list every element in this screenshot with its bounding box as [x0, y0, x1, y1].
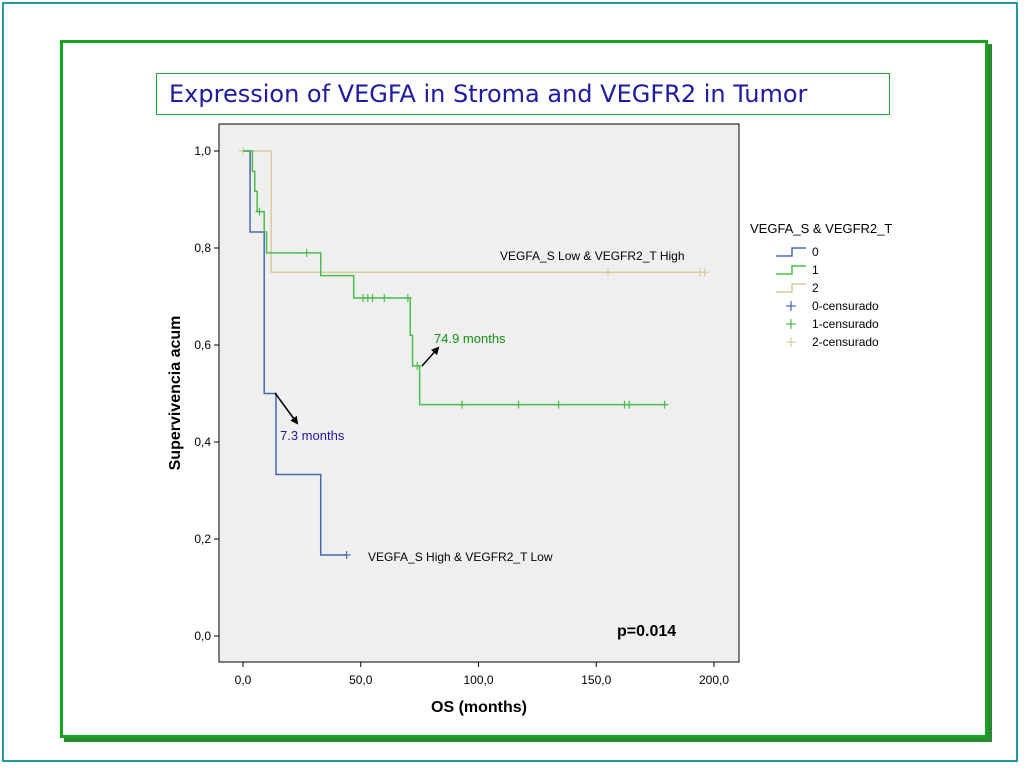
y-tick-label: 1,0 [194, 144, 211, 158]
x-tick-label: 0,0 [235, 673, 252, 687]
legend-entry: 2-censurado [786, 335, 879, 349]
y-tick-label: 0,6 [194, 338, 211, 352]
legend-entry: 0-censurado [786, 299, 879, 313]
legend-entry: 1 [776, 263, 819, 277]
y-tick-label: 0,8 [194, 241, 211, 255]
censor-mark [660, 400, 669, 409]
censor-mark [403, 293, 412, 302]
y-tick-label: 0,2 [194, 532, 211, 546]
axes: 0,0 0,2 0,4 0,6 0,8 1,0 0,0 50,0 100,0 150,0 200,0 [194, 144, 729, 687]
censor-mark [380, 293, 389, 302]
arrow-green [421, 346, 440, 367]
chart-title: Expression of VEGFA in Stroma and VEGFR2… [156, 73, 890, 115]
upper-group-label: VEGFA_S Low & VEGFR2_T High [500, 249, 685, 263]
series-line-0 [243, 150, 347, 556]
legend-entry: 2 [776, 281, 819, 295]
x-tick-label: 100,0 [463, 673, 493, 687]
x-tick-label: 200,0 [699, 673, 729, 687]
x-tick-label: 50,0 [349, 673, 373, 687]
y-axis-label: Supervivencia acum [167, 316, 184, 471]
censor-mark [554, 400, 563, 409]
censor-mark [342, 551, 351, 560]
plot-area [218, 123, 740, 663]
legend-label: 2-censurado [812, 335, 879, 349]
arrow-blue [274, 392, 299, 425]
legend-line-swatch [776, 265, 806, 275]
legend-label: 1-censurado [812, 317, 879, 331]
legend-label: 1 [812, 263, 819, 277]
legend-label: 0-censurado [812, 299, 879, 313]
x-axis-label: OS (months) [431, 699, 527, 716]
censor-mark [700, 268, 709, 277]
censor-mark [458, 400, 467, 409]
censor-mark [514, 400, 523, 409]
y-tick-label: 0,0 [194, 629, 211, 643]
legend-label: 2 [812, 281, 819, 295]
y-tick-label: 0,4 [194, 435, 211, 449]
legend-title: VEGFA_S & VEGFR2_T [750, 221, 892, 236]
x-tick-label: 150,0 [581, 673, 611, 687]
series-line-1 [243, 150, 667, 406]
p-value: p=0.014 [617, 623, 676, 640]
censor-mark [302, 248, 311, 257]
censor-mark [625, 400, 634, 409]
legend-line-swatch [776, 283, 806, 293]
censor-mark [604, 268, 613, 277]
legend-label: 0 [812, 245, 819, 259]
legend-line-swatch [776, 247, 806, 257]
censor-mark [255, 207, 264, 216]
legend: VEGFA_S & VEGFR2_T 0 1 2 0-censurado 1-censu… [750, 221, 892, 349]
censor-mark [413, 361, 422, 370]
legend-entry: 1-censurado [786, 317, 879, 331]
series-line-2 [243, 150, 705, 273]
series-layer [239, 147, 709, 560]
median-label-blue: 7.3 months [280, 428, 345, 443]
censor-mark [368, 293, 377, 302]
legend-entry: 0 [776, 245, 819, 259]
lower-group-label: VEGFA_S High & VEGFR2_T Low [368, 550, 553, 564]
median-label-green: 74.9 months [434, 331, 506, 346]
